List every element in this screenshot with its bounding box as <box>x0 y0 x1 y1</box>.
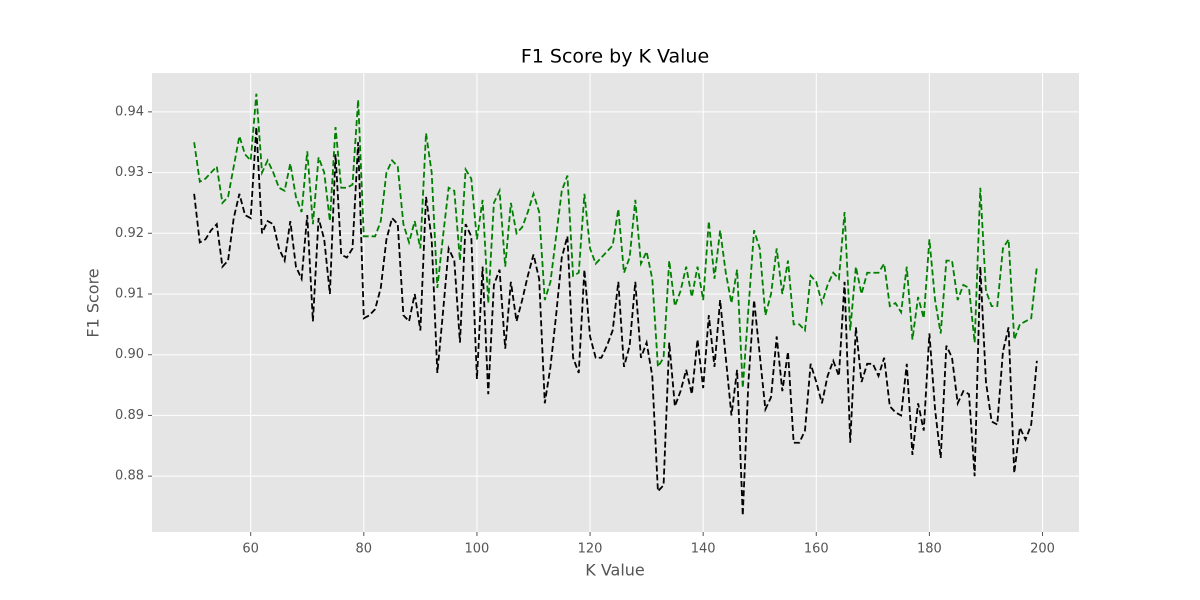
chart-title: F1 Score by K Value <box>521 46 709 68</box>
y-tick-label: 0.92 <box>115 226 144 241</box>
x-tick-label: 200 <box>1030 542 1055 557</box>
series-line <box>193 126 1038 516</box>
y-tick-label: 0.90 <box>115 347 144 362</box>
y-tick-label: 0.89 <box>115 408 144 423</box>
x-tick-label: 60 <box>242 542 259 557</box>
x-tick-label: 140 <box>691 542 716 557</box>
y-tick-label: 0.88 <box>115 469 144 484</box>
x-tick-label: 160 <box>804 542 829 557</box>
x-tick-label: 180 <box>917 542 942 557</box>
x-axis-label: K Value <box>585 561 645 580</box>
y-tick-label: 0.94 <box>115 104 144 119</box>
y-tick-label: 0.91 <box>115 287 144 302</box>
x-tick-label: 100 <box>465 542 490 557</box>
series-line <box>193 93 1038 389</box>
plot-area <box>152 73 1079 532</box>
y-tick-label: 0.93 <box>115 165 144 180</box>
x-tick-label: 120 <box>578 542 603 557</box>
x-tick-label: 80 <box>356 542 373 557</box>
y-axis-label: F1 Score <box>84 268 103 337</box>
